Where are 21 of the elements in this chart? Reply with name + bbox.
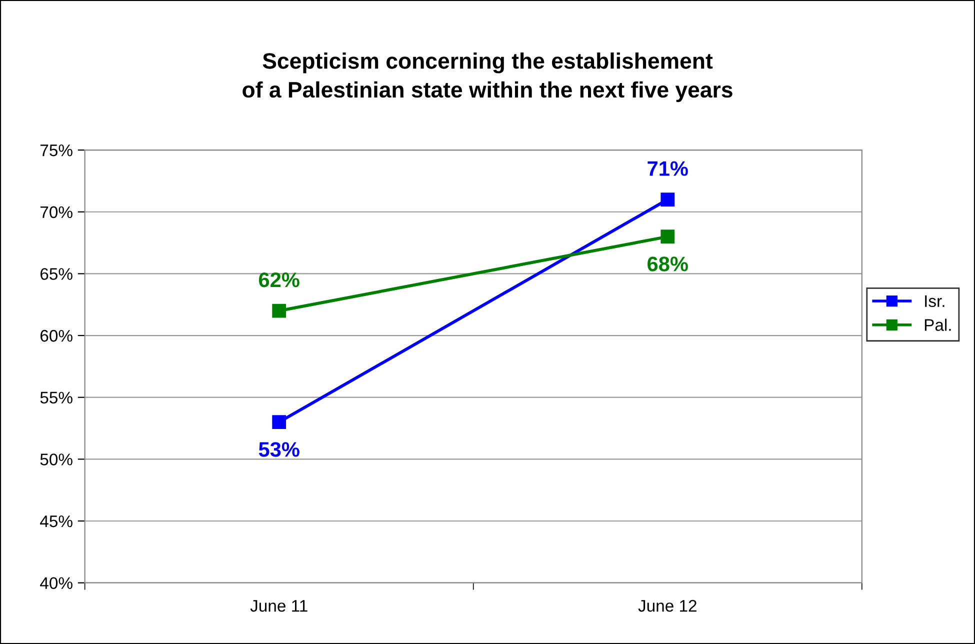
legend-label: Isr. xyxy=(925,295,944,308)
point xyxy=(272,304,286,318)
point xyxy=(660,230,675,244)
x-tick-label: June 11 xyxy=(250,600,308,612)
data-label: 53% xyxy=(258,442,300,457)
y-tick-label: 60% xyxy=(40,330,72,342)
data-label: 71% xyxy=(648,161,688,176)
point xyxy=(272,415,286,430)
y-tick-label: 70% xyxy=(40,206,72,218)
y-tick-label: 50% xyxy=(40,454,72,466)
legend-label: Pal. xyxy=(924,318,951,331)
data-label: 68% xyxy=(648,256,688,272)
y-tick-label: 40% xyxy=(40,577,72,590)
data-label: 62% xyxy=(259,272,300,288)
y-tick-label: 55% xyxy=(40,392,72,404)
y-tick-label: 45% xyxy=(40,515,72,528)
point xyxy=(660,192,675,206)
x-tick-label: June 12 xyxy=(638,600,696,612)
y-tick-label: 65% xyxy=(40,268,72,280)
chart-title: Scepticism concerning the establishement of a Palestinian state within the next five years xyxy=(242,52,732,102)
y-tick-label: 75% xyxy=(40,144,72,156)
